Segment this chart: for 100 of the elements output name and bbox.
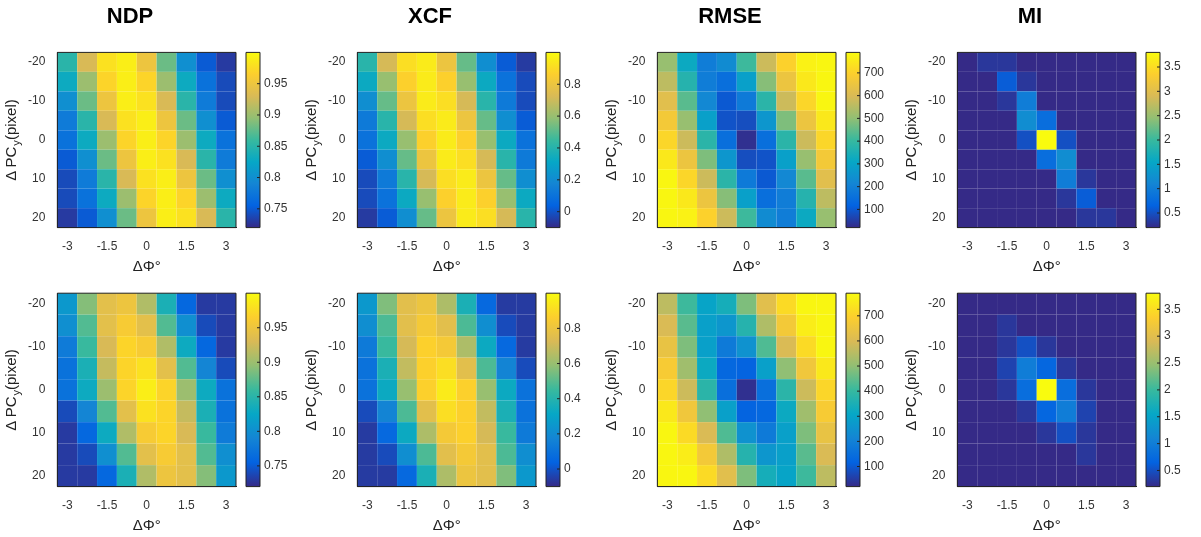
y-axis-title: Δ PCy(pixel) [2, 99, 23, 181]
y-tick-label: 10 [631, 425, 646, 440]
y-tick-label: -20 [928, 296, 946, 311]
y-tick-label: 0 [38, 132, 46, 147]
y-axis-title: Δ PCy(pixel) [2, 349, 23, 431]
y-tick-label: 10 [931, 425, 946, 440]
x-tick-label: 0 [443, 239, 451, 254]
x-tick-label: 1.5 [1078, 498, 1096, 513]
x-tick-label: 3 [822, 239, 830, 254]
x-tick-label: 3 [1122, 498, 1130, 513]
x-tick-label: 0 [743, 498, 751, 513]
y-tick-label: -20 [28, 54, 46, 69]
x-tick-label: -1.5 [396, 239, 418, 254]
x-axis-title: ΔΦ° [732, 257, 761, 275]
y-axis-title: Δ PCy(pixel) [602, 99, 623, 181]
x-tick-label: 1.5 [178, 498, 196, 513]
color-bar-label: 400 [864, 133, 885, 148]
color-bar-label: 0.8 [564, 76, 582, 91]
y-tick-label: 20 [31, 468, 46, 483]
x-tick-label: 0 [1043, 498, 1051, 513]
y-tick-label: 20 [331, 468, 346, 483]
y-tick-label: 0 [338, 382, 346, 397]
x-tick-label: -1.5 [96, 239, 118, 254]
x-tick-label: 3 [822, 498, 830, 513]
x-tick-label: -1.5 [96, 498, 118, 513]
y-tick-label: 0 [638, 382, 646, 397]
x-tick-label: 1.5 [478, 498, 496, 513]
y-tick-label: 0 [38, 382, 46, 397]
color-bar-label: 3.5 [1164, 59, 1182, 74]
x-tick-label: -3 [961, 498, 973, 513]
color-bar-label: 0.2 [564, 172, 582, 187]
y-tick-label: -10 [328, 339, 346, 354]
x-axis-title: ΔΦ° [432, 516, 461, 534]
x-tick-label: 0 [143, 498, 151, 513]
color-bar-label: 200 [864, 178, 885, 193]
y-tick-label: -20 [328, 54, 346, 69]
chart-title: XCF [408, 3, 452, 29]
y-tick-label: -20 [628, 296, 646, 311]
x-axis-title: ΔΦ° [432, 257, 461, 275]
color-bar-label: 0.75 [264, 458, 288, 473]
color-bar-label: 0.9 [264, 107, 282, 122]
y-tick-label: -10 [28, 339, 46, 354]
color-bar-label: 3.5 [1164, 301, 1182, 316]
color-bar-label: 0.85 [264, 138, 288, 153]
color-bar-label: 0.95 [264, 320, 288, 335]
color-bar-label: 3 [1164, 83, 1171, 98]
color-bar-label: 0.95 [264, 76, 288, 90]
color-bar-label: 200 [864, 433, 885, 448]
color-bar-label: 700 [864, 308, 885, 323]
color-bar-label: 0.8 [264, 423, 282, 438]
color-bar-label: 100 [864, 201, 885, 216]
x-tick-label: 0 [1043, 239, 1051, 254]
y-tick-label: 0 [338, 132, 346, 147]
x-tick-label: -3 [961, 239, 973, 254]
color-bar-label: 0.5 [1164, 205, 1182, 220]
x-tick-label: 0 [143, 239, 151, 254]
color-bar-label: 600 [864, 333, 885, 348]
y-axis-title: Δ PCy(pixel) [302, 99, 323, 181]
x-tick-label: -1.5 [996, 498, 1018, 513]
x-tick-label: 1.5 [178, 239, 196, 254]
color-bar-label: 0.8 [264, 169, 282, 184]
y-tick-label: 20 [331, 210, 346, 225]
x-tick-label: -3 [61, 239, 73, 254]
y-tick-label: 20 [631, 468, 646, 483]
y-tick-label: -10 [928, 339, 946, 354]
y-axis-title: Δ PCy(pixel) [902, 99, 923, 181]
chart-title: MI [1017, 3, 1043, 29]
x-axis-title: ΔΦ° [132, 516, 161, 534]
color-bar-label: 0.6 [564, 108, 582, 123]
y-tick-label: -10 [28, 93, 46, 108]
color-bar-label: 400 [864, 383, 885, 398]
color-bar-label: 0.8 [564, 320, 582, 335]
y-tick-label: 20 [631, 210, 646, 225]
y-tick-label: 10 [31, 425, 46, 440]
color-bar-label: 0.85 [264, 389, 288, 404]
color-bar-label: 1 [1164, 435, 1171, 450]
y-tick-label: 20 [31, 210, 46, 225]
y-tick-label: 10 [331, 425, 346, 440]
chart-title: RMSE [698, 3, 762, 29]
y-tick-label: -10 [628, 93, 646, 108]
color-bar-label: 0.4 [564, 140, 582, 155]
y-tick-label: 20 [931, 210, 946, 225]
x-tick-label: 1.5 [778, 239, 796, 254]
x-axis-title: ΔΦ° [132, 257, 161, 275]
color-bar-label: 100 [864, 458, 885, 473]
x-tick-label: -3 [361, 498, 373, 513]
x-tick-label: 0 [443, 498, 451, 513]
y-tick-label: 0 [638, 132, 646, 147]
x-tick-label: -1.5 [396, 498, 418, 513]
color-bar-label: 0 [564, 203, 571, 218]
x-tick-label: 3 [222, 498, 230, 513]
x-tick-label: 0 [743, 239, 751, 254]
color-bar-label: 0.75 [264, 201, 288, 216]
color-bar-label: 300 [864, 156, 885, 171]
color-bar-label: 2 [1164, 132, 1171, 147]
color-bar-label: 2 [1164, 382, 1171, 397]
color-bar-label: 2.5 [1164, 355, 1182, 370]
y-axis-title: Δ PCy(pixel) [602, 349, 623, 431]
x-tick-label: -3 [61, 498, 73, 513]
x-tick-label: 3 [522, 498, 530, 513]
